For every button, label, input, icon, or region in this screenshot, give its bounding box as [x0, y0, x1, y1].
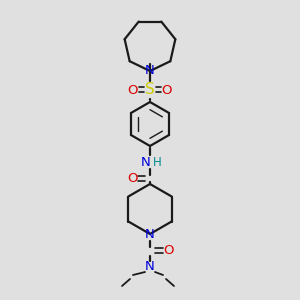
- Text: O: O: [127, 172, 137, 185]
- Text: N: N: [141, 155, 151, 169]
- Text: H: H: [153, 155, 161, 169]
- Text: O: O: [162, 83, 172, 97]
- Text: N: N: [145, 260, 155, 272]
- Text: N: N: [145, 227, 155, 241]
- Text: O: O: [164, 244, 174, 257]
- Text: N: N: [145, 64, 155, 77]
- Text: S: S: [145, 82, 155, 98]
- Text: O: O: [128, 83, 138, 97]
